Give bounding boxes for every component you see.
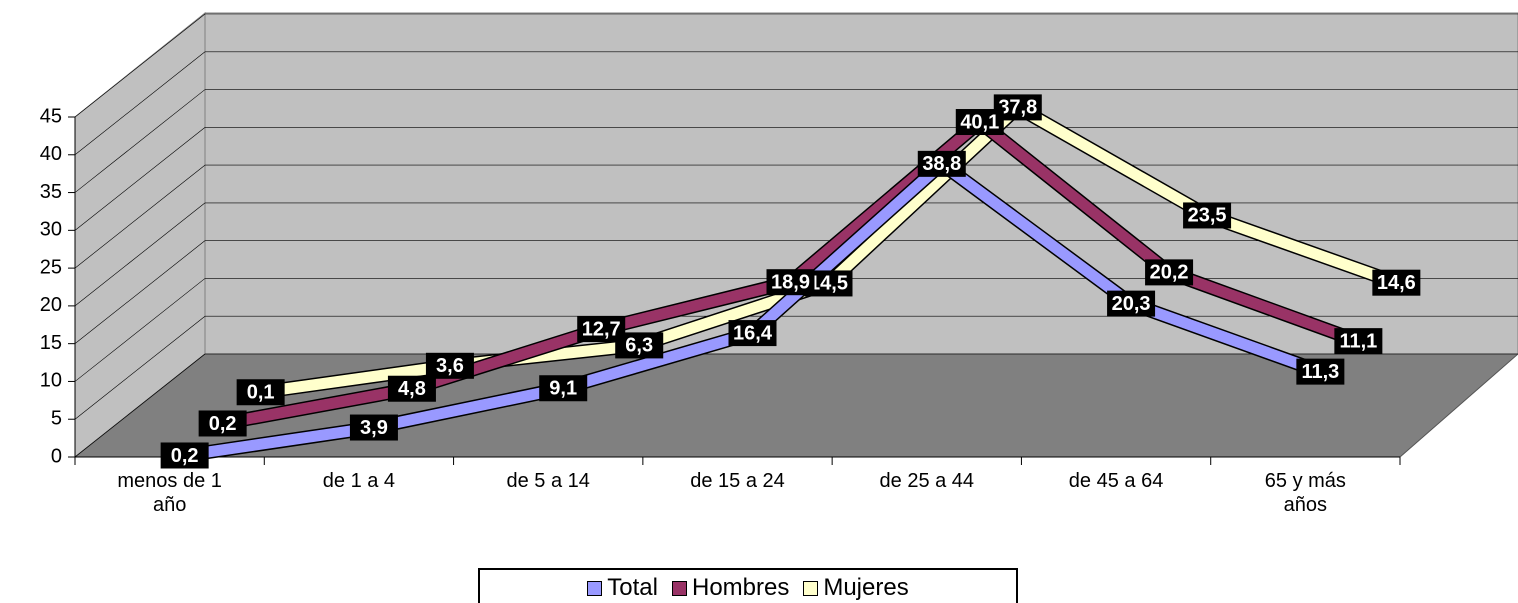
data-label-box <box>160 442 209 469</box>
data-label-box <box>955 109 1004 136</box>
data-label-text: 6,3 <box>625 335 653 357</box>
x-tick-label: menos de 1 año <box>117 470 222 516</box>
data-label: 11,3 <box>1296 358 1345 385</box>
data-label-text: 4,8 <box>398 378 426 400</box>
data-label: 20,2 <box>1145 259 1194 286</box>
grid-line <box>74 127 206 231</box>
x-tick-label: de 1 a 4 <box>322 470 396 492</box>
data-label-box <box>728 320 777 347</box>
data-label-box <box>1372 269 1421 296</box>
data-label: 0,2 <box>198 410 247 437</box>
legend-swatch <box>587 580 603 596</box>
data-label-box <box>236 379 285 406</box>
data-label-text: 11,1 <box>1339 330 1377 352</box>
data-label-box <box>1296 358 1345 385</box>
data-label-text: 12,7 <box>582 318 621 340</box>
data-label: 18,9 <box>766 269 815 296</box>
data-label-text: 20,3 <box>1112 293 1151 315</box>
legend-item: Total <box>587 574 658 602</box>
data-label: 37,8 <box>993 94 1042 121</box>
data-label-text: 14,5 <box>809 273 848 295</box>
data-label-box <box>349 414 398 441</box>
legend-item: Mujeres <box>803 574 909 602</box>
data-label-text: 11,3 <box>1301 361 1339 383</box>
grid-line <box>74 240 206 344</box>
y-tick-label: 45 <box>40 105 62 127</box>
grid-line <box>74 51 206 156</box>
data-label: 16,4 <box>728 320 777 347</box>
y-tick-label: 35 <box>40 181 62 203</box>
data-label: 14,6 <box>1372 269 1421 296</box>
data-label-text: 20,2 <box>1150 262 1189 284</box>
data-label: 0,1 <box>236 379 285 406</box>
data-label: 40,1 <box>955 109 1004 136</box>
data-label: 11,1 <box>1334 328 1383 355</box>
data-label-box <box>198 410 247 437</box>
data-label: 23,5 <box>1183 202 1232 229</box>
x-tick-label: de 45 a 64 <box>1068 470 1164 492</box>
data-label-text: 38,8 <box>922 153 961 175</box>
data-label-text: 0,2 <box>171 445 199 467</box>
x-tick-label: de 15 a 24 <box>690 470 785 492</box>
y-tick-label: 10 <box>40 370 62 392</box>
data-label-text: 16,4 <box>733 322 773 344</box>
data-label-text: 3,6 <box>436 355 464 377</box>
grid-line <box>74 89 206 193</box>
data-label-box <box>539 375 588 402</box>
data-label-text: 9,1 <box>549 378 577 400</box>
data-label: 38,8 <box>917 150 966 177</box>
data-label-box <box>1107 290 1156 317</box>
grid-line <box>74 278 206 382</box>
data-label-box <box>387 375 436 402</box>
data-label-text: 3,9 <box>360 417 388 439</box>
back-wall <box>204 12 1518 355</box>
grid-line <box>74 353 206 458</box>
data-label: 0,2 <box>160 442 209 469</box>
data-label: 20,3 <box>1107 290 1156 317</box>
x-tick-label: 65 y más años <box>1264 470 1346 516</box>
y-tick-label: 40 <box>40 143 62 165</box>
data-label-box <box>917 150 966 177</box>
data-label-box <box>577 316 626 343</box>
legend-swatch <box>803 580 819 596</box>
data-label: 3,9 <box>349 414 398 441</box>
data-label: 3,6 <box>425 352 474 379</box>
data-label-text: 18,9 <box>771 271 810 293</box>
legend-swatch <box>671 580 687 596</box>
y-tick-label: 15 <box>40 332 62 354</box>
grid-line <box>74 164 206 269</box>
data-label-text: 0,1 <box>247 382 275 404</box>
legend-item: Hombres <box>671 574 790 602</box>
y-tick-label: 25 <box>40 256 62 278</box>
data-label-text: 40,1 <box>960 111 999 133</box>
data-label-text: 23,5 <box>1188 205 1227 227</box>
data-label-box <box>425 352 474 379</box>
y-tick-label: 30 <box>40 219 62 241</box>
legend-label: Total <box>607 574 658 601</box>
data-label: 4,8 <box>387 375 436 402</box>
data-label-box <box>1145 259 1194 286</box>
data-label: 9,1 <box>539 375 588 402</box>
data-label-box <box>1334 328 1383 355</box>
y-tick-label: 0 <box>51 445 62 467</box>
data-label-box <box>1183 202 1232 229</box>
data-label-text: 0,2 <box>209 413 237 435</box>
data-label: 12,7 <box>577 316 626 343</box>
legend: Total Hombres Mujeres <box>478 568 1018 603</box>
data-label-text: 37,8 <box>998 97 1037 119</box>
grid-line <box>74 202 206 307</box>
grid-line <box>74 315 206 420</box>
data-label-box <box>766 269 815 296</box>
y-tick-label: 20 <box>40 294 62 316</box>
x-tick-label: de 5 a 14 <box>506 470 590 492</box>
legend-label: Mujeres <box>823 574 909 601</box>
y-tick-label: 5 <box>51 408 62 430</box>
data-label-text: 14,6 <box>1377 272 1416 294</box>
x-tick-label: de 25 a 44 <box>879 470 975 492</box>
grid-line <box>74 13 206 118</box>
legend-label: Hombres <box>691 574 790 601</box>
